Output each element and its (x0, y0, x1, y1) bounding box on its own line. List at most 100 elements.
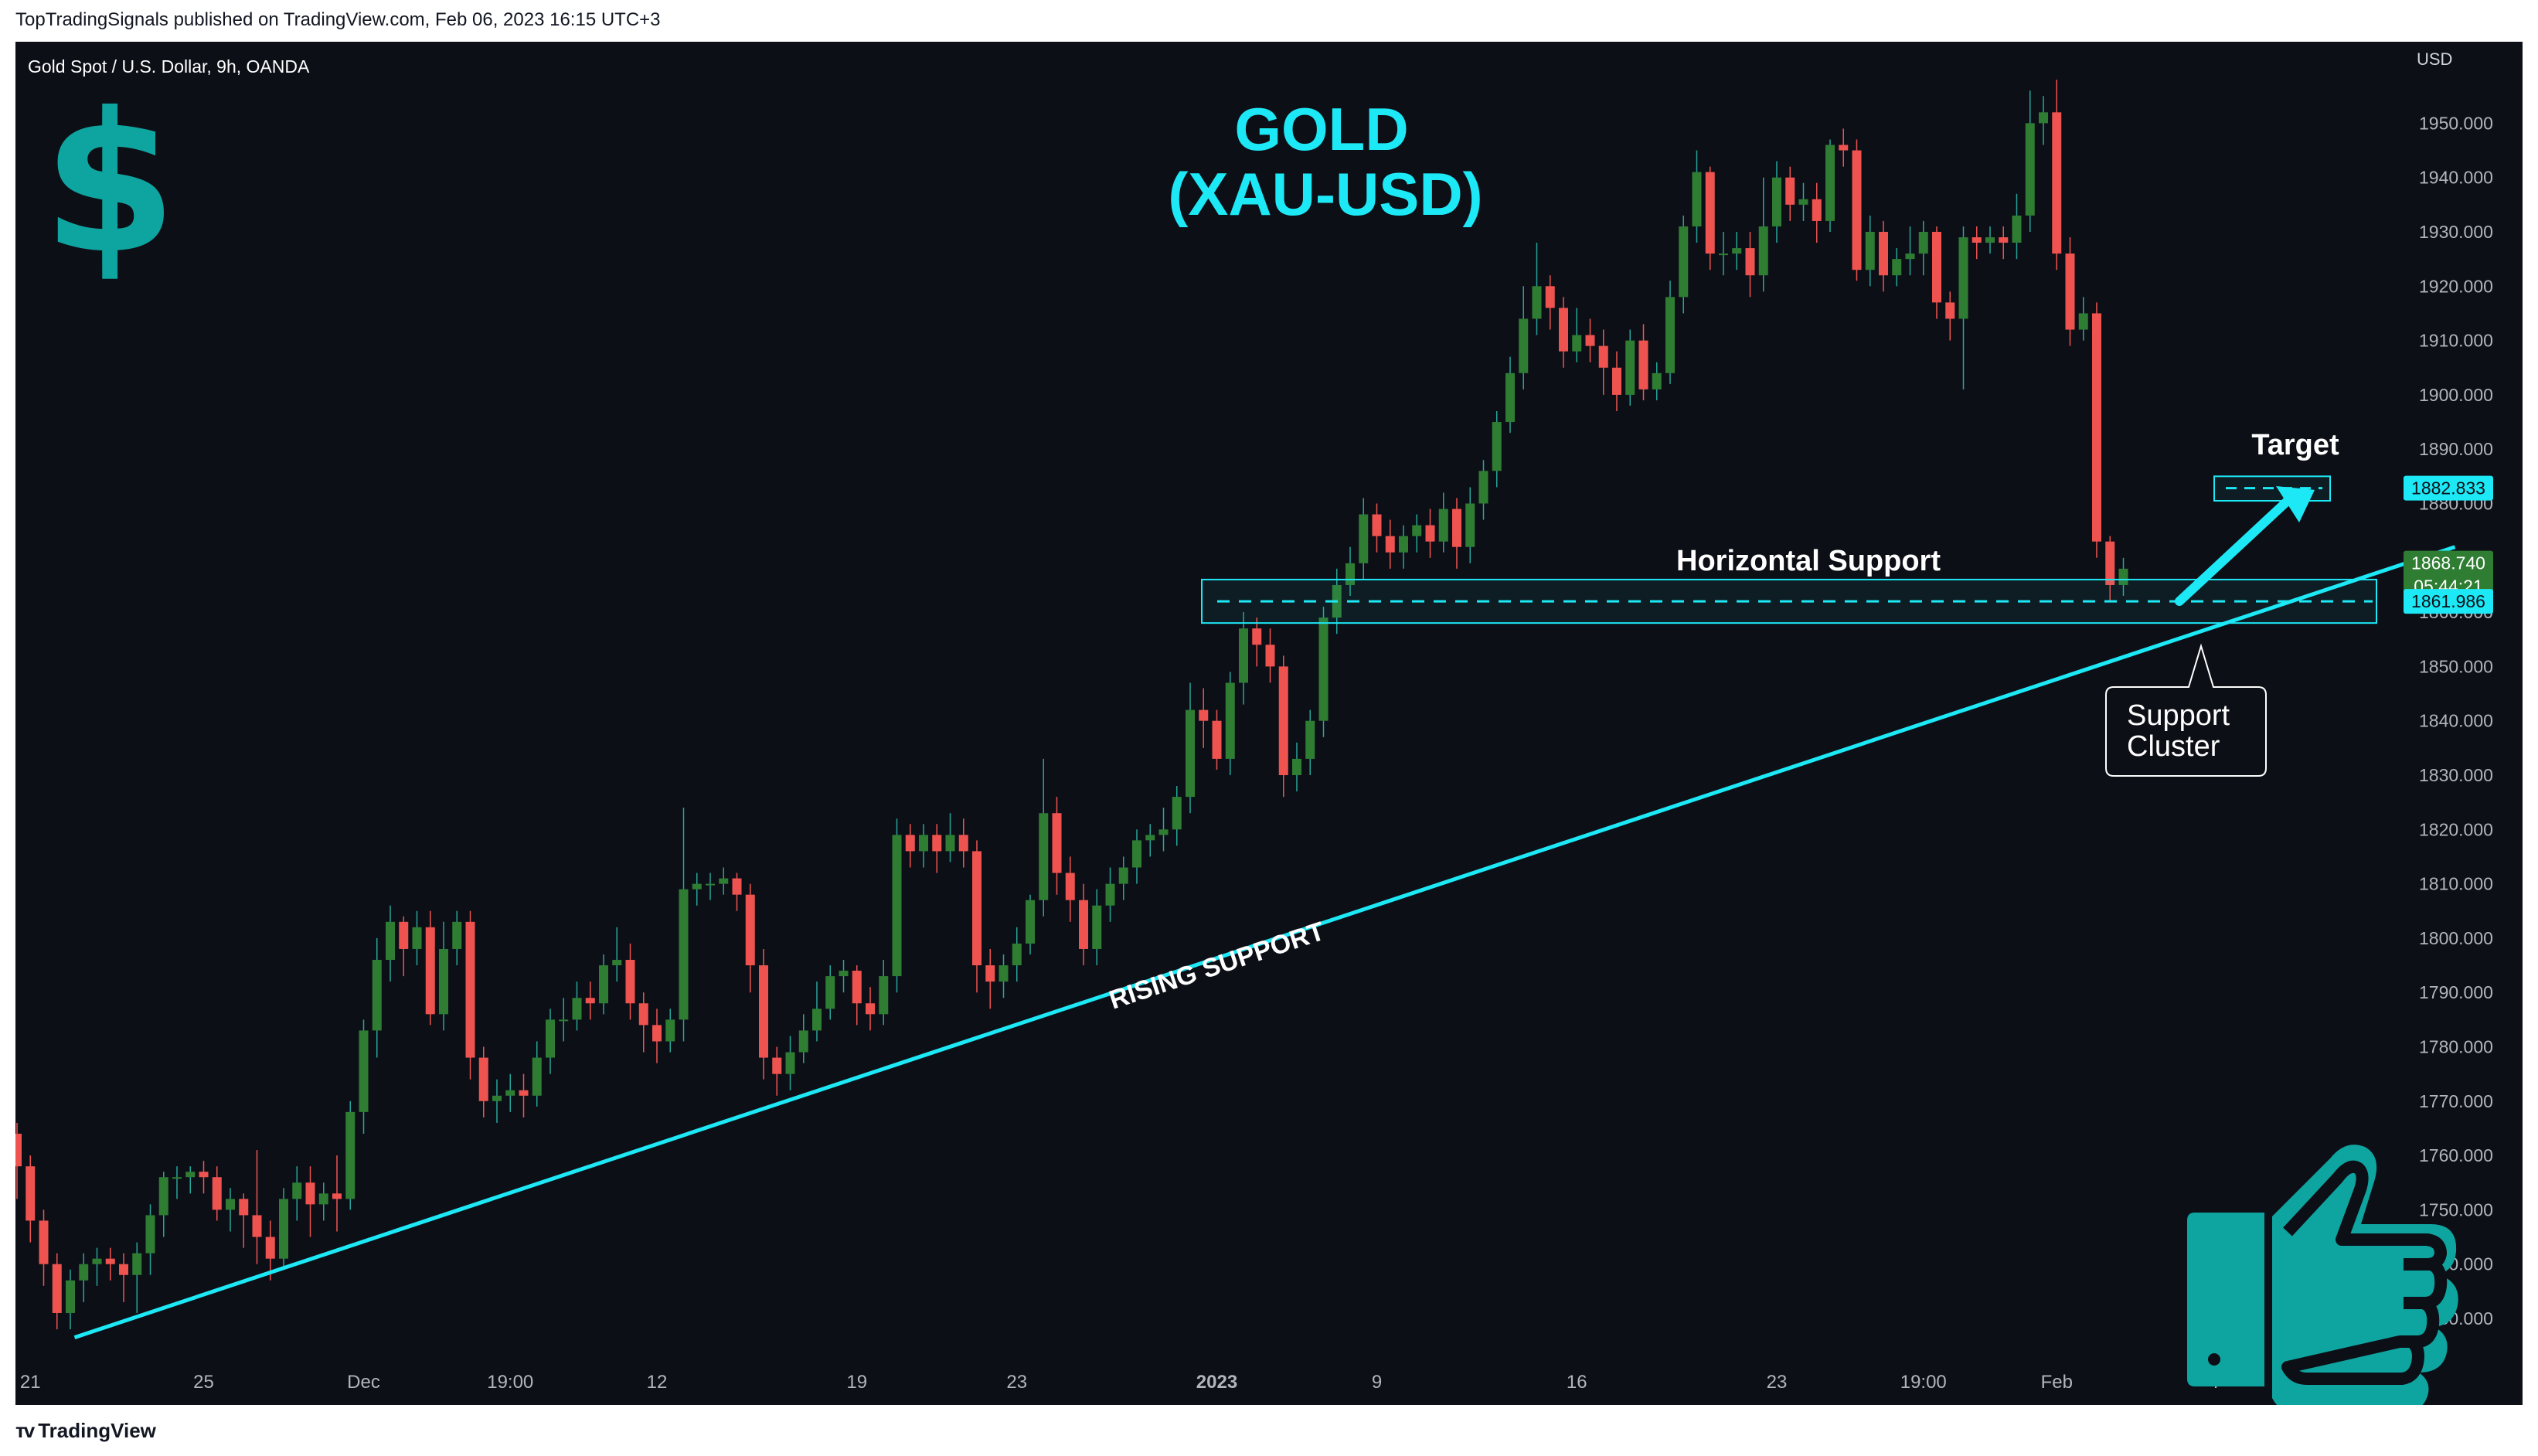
candle-up (1465, 487, 1475, 563)
chart-title: GOLD (1234, 95, 1408, 163)
candle-up (1239, 612, 1248, 705)
candle-body (2105, 541, 2115, 585)
candle-body (1945, 302, 1955, 319)
candle-up (2078, 297, 2088, 341)
candle-body (1532, 286, 1542, 319)
candle-body (572, 998, 582, 1020)
candle-body (638, 1003, 648, 1026)
tradingview-logo[interactable]: ᴛᴠ TradingView (15, 1419, 156, 1443)
candle-body (1172, 797, 1182, 830)
candle-body (399, 921, 409, 949)
candle-down (212, 1166, 222, 1221)
candle-body (679, 889, 689, 1020)
candle-body (1719, 253, 1728, 256)
candle-body (1612, 367, 1621, 395)
candle-body (119, 1264, 128, 1275)
candle-up (1438, 492, 1448, 553)
candle-body (1665, 297, 1675, 373)
candle-body (1638, 340, 1648, 390)
candle-up (559, 998, 569, 1042)
candle-up (1625, 329, 1635, 406)
y-tick-label: 1770.000 (2419, 1091, 2493, 1111)
candle-up (359, 1019, 369, 1134)
x-tick-label: Feb (2041, 1372, 2073, 1393)
candle-body (158, 1177, 168, 1216)
candle-down (745, 883, 755, 993)
candle-down (2105, 536, 2115, 602)
candle-up (572, 981, 582, 1031)
candle-body (1905, 253, 1915, 260)
candle-body (172, 1177, 182, 1179)
candle-body (785, 1052, 795, 1074)
candle-body (1425, 525, 1435, 542)
candle-body (1758, 226, 1768, 276)
candle-body (1852, 150, 1862, 270)
currency-label: USD (2417, 49, 2452, 69)
candle-body (1772, 177, 1781, 226)
candle-up (172, 1166, 182, 1199)
candle-up (2025, 90, 2035, 232)
price-chart[interactable]: RISING SUPPORT Horizontal Support Target Su… (15, 42, 2523, 1405)
candle-up (785, 1036, 795, 1090)
candle-body (1985, 237, 1995, 243)
candle-body (1732, 248, 1742, 254)
candle-down (1425, 509, 1435, 558)
candle-down (1972, 226, 1982, 260)
candle-down (1545, 275, 1555, 330)
dollar-icon: $ (43, 71, 177, 296)
candle-body (972, 851, 982, 966)
candle-body (345, 1111, 356, 1199)
candle-down (1559, 297, 1568, 368)
candle-down (1598, 329, 1608, 395)
candle-up (798, 1014, 808, 1063)
y-tick-label: 1820.000 (2419, 819, 2493, 839)
candle-body (1039, 813, 1049, 900)
candle-body (1065, 873, 1075, 900)
target-price-tag: 1882.833 (2404, 475, 2493, 501)
candle-body (1105, 883, 1115, 906)
candle-body (1292, 758, 1301, 775)
chart-frame[interactable]: RISING SUPPORT Horizontal Support Target Su… (15, 42, 2523, 1405)
candle-body (839, 971, 849, 977)
candle-body (1132, 840, 1141, 868)
candle-body (15, 1133, 22, 1167)
candle-up (372, 937, 382, 1058)
candle-up (1399, 525, 1408, 569)
y-tick-label: 1890.000 (2419, 439, 2493, 459)
last-price-text: 1868.740 (2411, 553, 2485, 573)
candle-body (812, 1009, 822, 1031)
support-price-tag: 1861.986 (2404, 589, 2493, 614)
candle-down (852, 965, 862, 1026)
candle-up (546, 1009, 555, 1074)
candle-body (265, 1237, 275, 1259)
candle-down (305, 1166, 315, 1237)
candle-body (1252, 628, 1262, 645)
header-bar: TopTradingSignals published on TradingVi… (0, 0, 2538, 42)
candle-body (1079, 900, 1088, 949)
candle-down (1199, 688, 1209, 748)
candle-down (1065, 856, 1075, 922)
candle-body (252, 1215, 262, 1237)
candle-body (892, 835, 902, 977)
candle-body (1145, 835, 1155, 841)
overlays-layer: RISING SUPPORT Horizontal Support Target Su… (73, 429, 2456, 1339)
support-price-tag-text: 1861.986 (2411, 591, 2485, 611)
decor-layer: Gold Spot / U.S. Dollar, 9h, OANDA GOLD(X… (28, 56, 2458, 1405)
candle-up (612, 927, 622, 982)
x-tick-label: 2023 (1196, 1372, 1237, 1393)
candle-body (492, 1095, 502, 1101)
candle-up (2039, 96, 2048, 145)
candle-up (1679, 215, 1689, 314)
y-tick-label: 1750.000 (2419, 1199, 2493, 1220)
candle-body (1839, 145, 1849, 151)
candle-down (519, 1073, 529, 1118)
rising-support-line[interactable] (73, 545, 2456, 1339)
candle-down (425, 910, 435, 1026)
candle-body (1199, 709, 1209, 721)
candle-up (1732, 232, 1742, 270)
candle-up (1798, 182, 1808, 221)
candle-body (386, 921, 395, 961)
candle-down (1452, 498, 1461, 569)
candle-body (318, 1193, 328, 1205)
